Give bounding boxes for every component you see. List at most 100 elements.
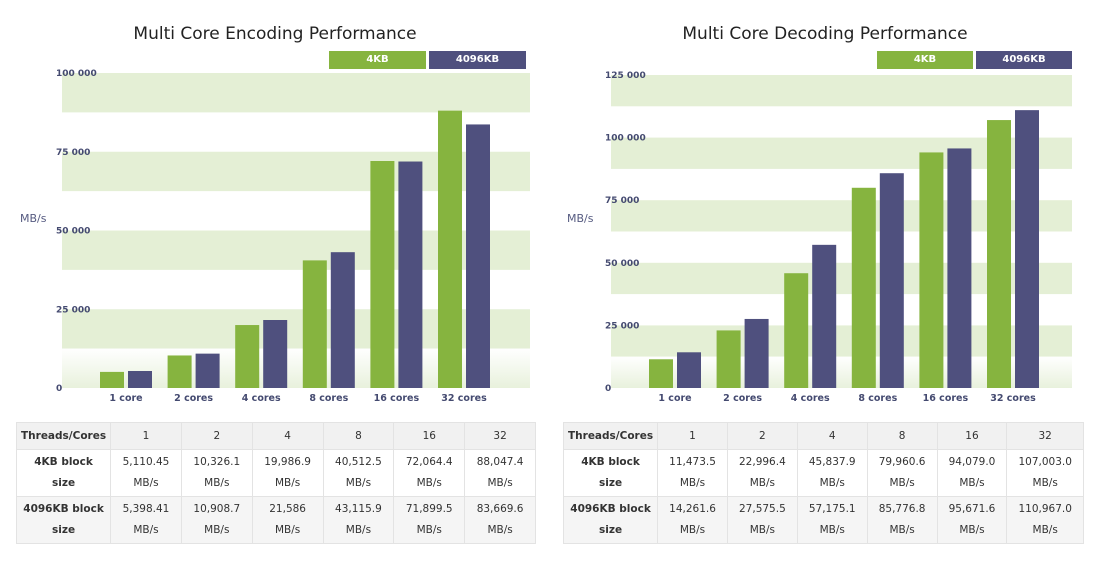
table-header-cell: 4 <box>796 422 868 450</box>
table-cell: 40,512.5 MB/s <box>322 449 395 497</box>
y-tick-label: 0 <box>605 384 611 394</box>
x-tick-label: 16 cores <box>923 393 969 404</box>
table-row: 4096KB block size 5,398.41 MB/s 10,908.7 M… <box>15 496 536 544</box>
table-cell: 10,326.1 MB/s <box>180 449 253 497</box>
table-cell: 94,079.0 MB/s <box>936 449 1008 497</box>
table-cell: 19,986.9 MB/s <box>251 449 324 497</box>
y-axis-label: MB/s <box>20 212 47 225</box>
x-tick-label: 16 cores <box>374 393 420 404</box>
legend-4kb: 4KB <box>877 51 973 69</box>
table-cell: 88,047.4 MB/s <box>464 449 536 497</box>
table-cell: 110,967.0 MB/s <box>1006 496 1084 544</box>
table-cell: 21,586 MB/s <box>251 496 324 544</box>
x-tick-label: 32 cores <box>441 393 487 404</box>
table-row: 4KB block size 11,473.5 MB/s 22,996.4 MB/s… <box>562 449 1084 497</box>
table-header-cell: Threads/Cores <box>15 422 112 450</box>
table-cell: 45,837.9 MB/s <box>796 449 868 497</box>
table-cell: 72,064.4 MB/s <box>393 449 466 497</box>
bar-4kb <box>784 273 809 388</box>
x-tick-label: 2 cores <box>174 393 213 404</box>
bar-4kb <box>851 187 876 388</box>
grid-band <box>62 73 530 113</box>
bar-4kb <box>438 110 462 388</box>
encoding-chart: 0 25 000 50 000 75 000 100 000 1 core 2 cores 4… <box>56 69 530 404</box>
table-row: 4KB block size 5,110.45 MB/s 10,326.1 MB/s… <box>15 449 536 497</box>
table-header-cell: 8 <box>322 422 395 450</box>
bar-4096kb <box>1015 110 1039 388</box>
table-header-cell: 16 <box>393 422 466 450</box>
row-label: 4096KB block size <box>562 496 659 544</box>
table-header-cell: 1 <box>110 422 182 450</box>
y-tick-label: 75 000 <box>605 196 639 206</box>
grid-band <box>611 75 1072 107</box>
bar-4096kb <box>263 320 288 388</box>
table-header-cell: 32 <box>1006 422 1084 450</box>
bar-4096kb <box>128 370 152 388</box>
table-header-cell: 16 <box>936 422 1008 450</box>
table-header-row: Threads/Cores 1 2 4 8 16 32 <box>15 422 536 450</box>
table-cell: 10,908.7 MB/s <box>180 496 253 544</box>
row-label: 4096KB block size <box>15 496 112 544</box>
y-tick-label: 25 000 <box>605 321 639 331</box>
table-cell: 27,575.5 MB/s <box>726 496 798 544</box>
table-header-cell: 4 <box>251 422 324 450</box>
bar-4kb <box>302 260 327 388</box>
table-row: 4096KB block size 14,261.6 MB/s 27,575.5 M… <box>562 496 1084 544</box>
bar-4096kb <box>466 124 490 388</box>
y-axis-label: MB/s <box>567 212 594 225</box>
table-cell: 5,110.45 MB/s <box>110 449 182 497</box>
x-tick-label: 4 cores <box>791 393 830 404</box>
table-cell: 11,473.5 MB/s <box>657 449 728 497</box>
table-cell: 57,175.1 MB/s <box>796 496 868 544</box>
table-header-cell: 32 <box>464 422 536 450</box>
bar-4096kb <box>677 352 701 388</box>
chart-title: Multi Core Encoding Performance <box>133 24 417 44</box>
legend-4kb: 4KB <box>329 51 426 69</box>
legend-4096kb: 4096KB <box>976 51 1072 69</box>
bar-4096kb <box>947 148 972 388</box>
table-cell: 79,960.6 MB/s <box>866 449 938 497</box>
table-cell: 14,261.6 MB/s <box>657 496 728 544</box>
y-tick-label: 50 000 <box>605 259 639 269</box>
bar-4kb <box>167 355 192 388</box>
decoding-table: Threads/Cores 1 2 4 8 16 32 4KB block size 11,47… <box>562 422 1084 544</box>
bar-4kb <box>716 330 741 388</box>
table-header-cell: 2 <box>180 422 253 450</box>
y-tick-label: 50 000 <box>56 227 90 237</box>
bar-4kb <box>370 160 395 388</box>
table-cell: 71,899.5 MB/s <box>393 496 466 544</box>
bar-4kb <box>649 359 673 388</box>
x-tick-label: 2 cores <box>723 393 762 404</box>
table-cell: 5,398.41 MB/s <box>110 496 182 544</box>
table-header-cell: 2 <box>726 422 798 450</box>
table-cell: 95,671.6 MB/s <box>936 496 1008 544</box>
bar-4kb <box>100 371 124 388</box>
table-header-cell: Threads/Cores <box>562 422 659 450</box>
y-tick-label: 100 000 <box>605 134 646 144</box>
x-tick-label: 8 cores <box>309 393 348 404</box>
legend-4096kb: 4096KB <box>429 51 526 69</box>
bar-4096kb <box>879 173 904 388</box>
row-label: 4KB block size <box>562 449 659 497</box>
x-tick-label: 4 cores <box>242 393 281 404</box>
x-tick-label: 1 core <box>109 393 142 404</box>
table-cell: 107,003.0 MB/s <box>1006 449 1084 497</box>
y-tick-label: 125 000 <box>605 71 646 81</box>
decoding-chart: 0 25 000 50 000 75 000 100 000 125 000 1 core 2… <box>605 71 1072 404</box>
table-cell: 43,115.9 MB/s <box>322 496 395 544</box>
table-cell: 22,996.4 MB/s <box>726 449 798 497</box>
encoding-panel: Multi Core Encoding Performance 4KB 4096… <box>15 24 536 544</box>
x-tick-label: 32 cores <box>990 393 1036 404</box>
row-label: 4KB block size <box>15 449 112 497</box>
table-cell: 83,669.6 MB/s <box>464 496 536 544</box>
table-header-cell: 1 <box>657 422 728 450</box>
y-tick-label: 75 000 <box>56 148 90 158</box>
table-cell: 85,776.8 MB/s <box>866 496 938 544</box>
x-tick-label: 8 cores <box>858 393 897 404</box>
decoding-panel: Multi Core Decoding Performance 4KB 4096… <box>550 0 1100 564</box>
table-header-row: Threads/Cores 1 2 4 8 16 32 <box>562 422 1084 450</box>
bar-4kb <box>987 120 1011 389</box>
y-tick-label: 0 <box>56 384 62 394</box>
bar-4096kb <box>812 244 837 388</box>
bar-4kb <box>235 325 260 388</box>
